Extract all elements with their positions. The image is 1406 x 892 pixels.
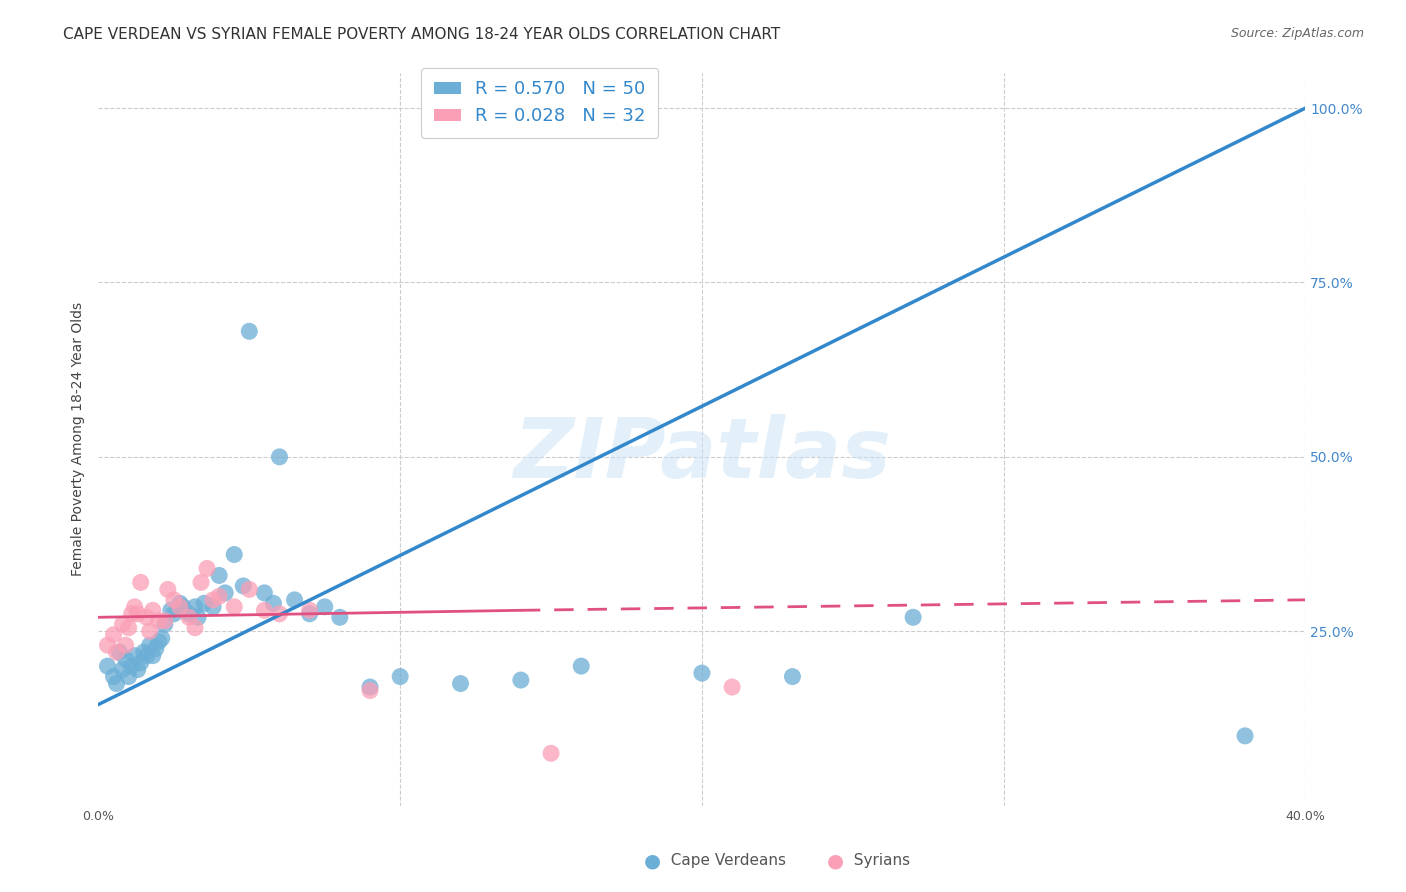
Point xyxy=(262,596,284,610)
Text: Syrians: Syrians xyxy=(844,854,910,868)
Point xyxy=(111,663,134,677)
Point xyxy=(108,645,131,659)
Point xyxy=(163,592,186,607)
Point xyxy=(253,603,276,617)
Point xyxy=(569,659,592,673)
Point xyxy=(129,656,152,670)
Text: Source: ZipAtlas.com: Source: ZipAtlas.com xyxy=(1230,27,1364,40)
Point xyxy=(193,596,215,610)
Point xyxy=(142,603,165,617)
Point xyxy=(208,590,231,604)
Point xyxy=(298,607,321,621)
Text: ●: ● xyxy=(644,851,661,871)
Point xyxy=(105,676,128,690)
Point xyxy=(117,669,139,683)
Point xyxy=(214,586,236,600)
Point xyxy=(690,666,713,681)
Point xyxy=(359,680,381,694)
Point xyxy=(135,648,157,663)
Point xyxy=(150,631,173,645)
Point xyxy=(169,596,191,610)
Point xyxy=(124,648,146,663)
Point xyxy=(901,610,924,624)
Point xyxy=(202,592,225,607)
Point xyxy=(163,607,186,621)
Point xyxy=(540,747,562,761)
Point xyxy=(153,617,176,632)
Point xyxy=(117,621,139,635)
Point xyxy=(190,575,212,590)
Point xyxy=(450,676,472,690)
Y-axis label: Female Poverty Among 18-24 Year Olds: Female Poverty Among 18-24 Year Olds xyxy=(72,302,86,576)
Point xyxy=(103,628,125,642)
Text: Cape Verdeans: Cape Verdeans xyxy=(661,854,786,868)
Point xyxy=(195,561,218,575)
Point xyxy=(127,663,149,677)
Point xyxy=(172,599,194,614)
Point xyxy=(269,450,291,464)
Point xyxy=(160,603,183,617)
Text: CAPE VERDEAN VS SYRIAN FEMALE POVERTY AMONG 18-24 YEAR OLDS CORRELATION CHART: CAPE VERDEAN VS SYRIAN FEMALE POVERTY AM… xyxy=(63,27,780,42)
Point xyxy=(298,603,321,617)
Point xyxy=(224,548,246,562)
Point xyxy=(238,582,260,597)
Text: ZIPatlas: ZIPatlas xyxy=(513,414,891,494)
Point xyxy=(103,669,125,683)
Point xyxy=(187,610,209,624)
Point xyxy=(177,610,200,624)
Point xyxy=(238,324,260,338)
Point xyxy=(148,614,170,628)
Point xyxy=(127,607,149,621)
Point xyxy=(1234,729,1257,743)
Point xyxy=(114,638,136,652)
Point xyxy=(169,599,191,614)
Point xyxy=(389,669,412,683)
Point xyxy=(121,607,143,621)
Text: ●: ● xyxy=(827,851,844,871)
Point xyxy=(253,586,276,600)
Point xyxy=(184,621,207,635)
Point xyxy=(329,610,352,624)
Point xyxy=(156,582,179,597)
Point xyxy=(509,673,531,687)
Point xyxy=(121,659,143,673)
Point xyxy=(145,641,167,656)
Point xyxy=(208,568,231,582)
Point xyxy=(153,614,176,628)
Point xyxy=(124,599,146,614)
Point xyxy=(782,669,804,683)
Point xyxy=(105,645,128,659)
Point xyxy=(114,652,136,666)
Point xyxy=(284,592,307,607)
Point xyxy=(96,638,118,652)
Point xyxy=(129,575,152,590)
Point xyxy=(96,659,118,673)
Point xyxy=(142,648,165,663)
Point xyxy=(138,624,160,639)
Point xyxy=(111,617,134,632)
Point xyxy=(202,599,225,614)
Point xyxy=(138,638,160,652)
Point xyxy=(721,680,744,694)
Point xyxy=(232,579,254,593)
Point xyxy=(148,634,170,648)
Point xyxy=(224,599,246,614)
Point xyxy=(177,607,200,621)
Point xyxy=(314,599,336,614)
Point xyxy=(132,645,155,659)
Legend: R = 0.570   N = 50, R = 0.028   N = 32: R = 0.570 N = 50, R = 0.028 N = 32 xyxy=(422,68,658,138)
Point xyxy=(359,683,381,698)
Point xyxy=(184,599,207,614)
Point xyxy=(135,610,157,624)
Point xyxy=(269,607,291,621)
